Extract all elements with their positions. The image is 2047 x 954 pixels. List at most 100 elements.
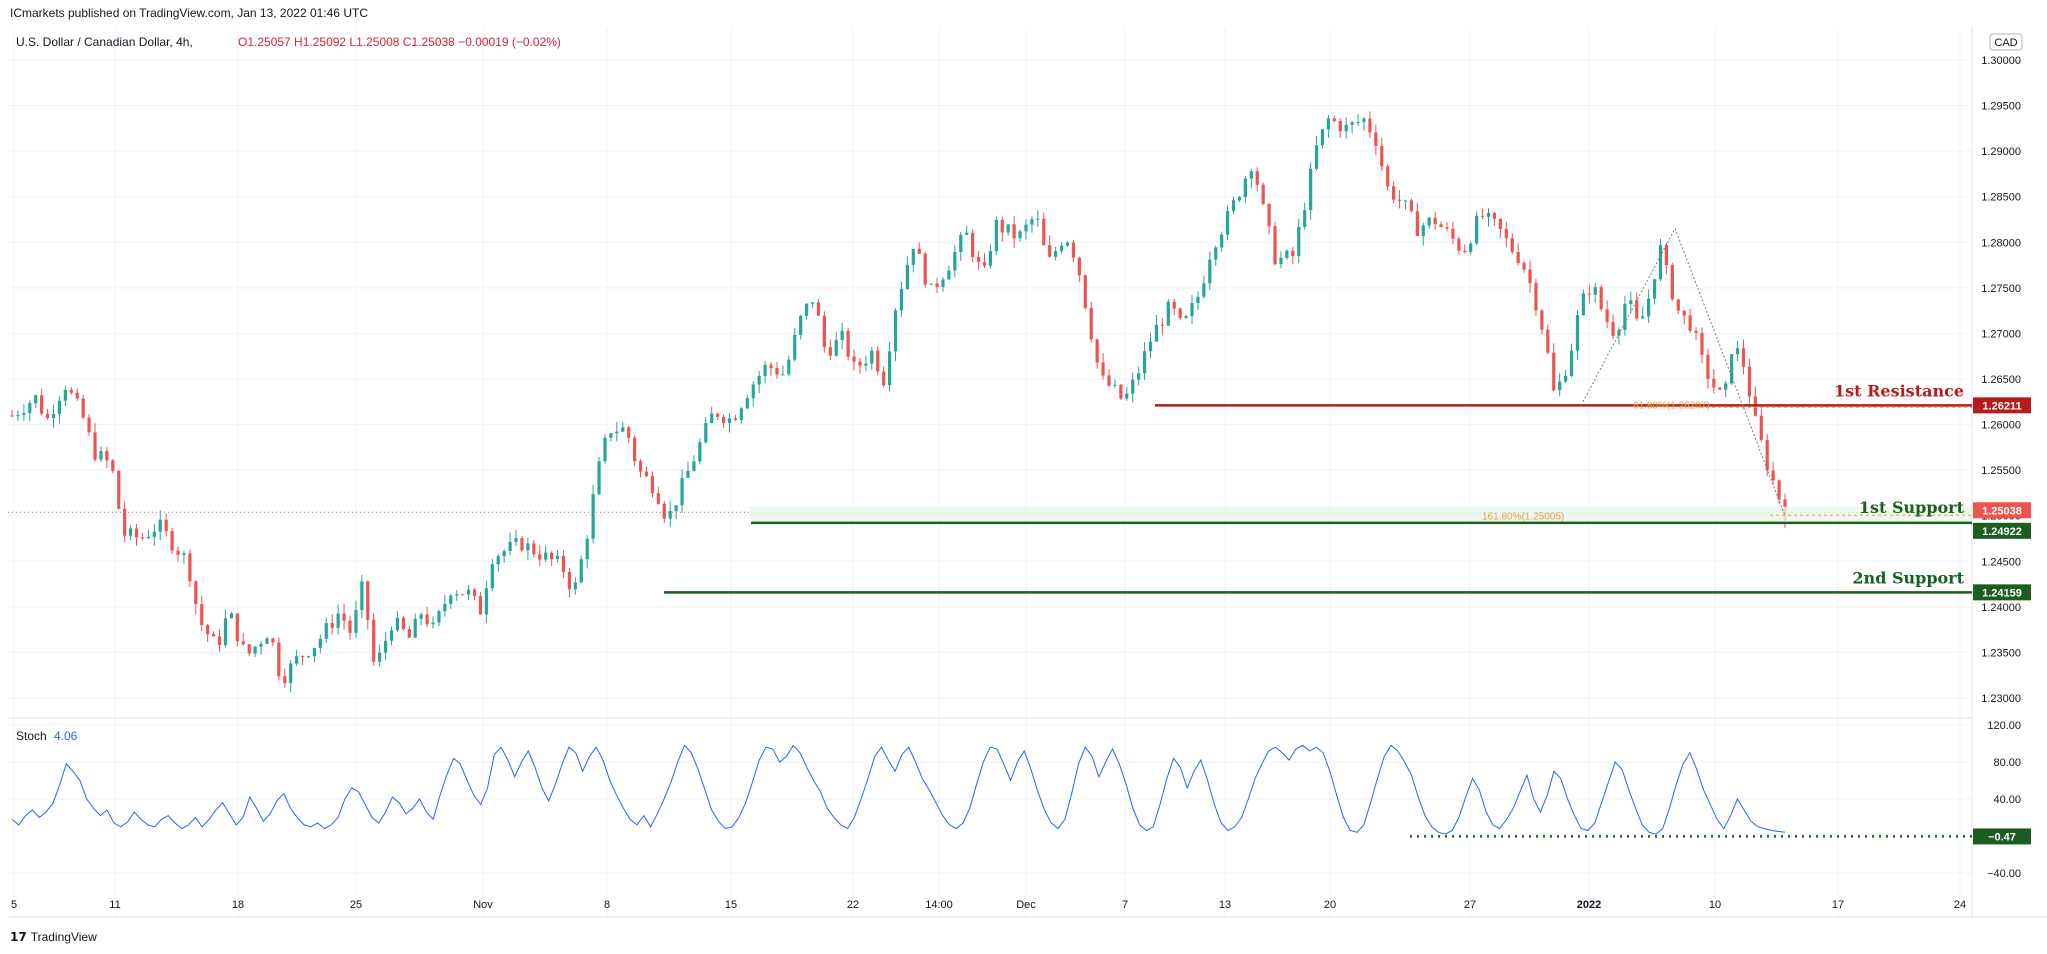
candle-body [449, 595, 453, 604]
candle-body [1706, 354, 1710, 379]
candle-body [490, 564, 494, 589]
candle [1730, 353, 1734, 386]
candle-body [1712, 378, 1716, 388]
candle-body [34, 395, 38, 404]
candle-body [1077, 257, 1081, 276]
candle-body [561, 555, 566, 572]
support-1-tag: 1.24922 [1982, 526, 2022, 538]
candle-body [953, 252, 957, 271]
candle [105, 447, 109, 468]
candle-body [781, 374, 785, 376]
candle [1350, 120, 1354, 134]
time-tick-label: 14:00 [925, 899, 953, 911]
candle-body [858, 361, 862, 366]
candle-body [929, 283, 933, 285]
candle [330, 614, 334, 635]
candle-body [1243, 178, 1247, 197]
candle-body [1142, 351, 1147, 374]
candle [1362, 116, 1366, 131]
candle [1427, 216, 1431, 229]
candle-body [668, 510, 672, 519]
time-axis[interactable]: 5 11 18 25 Nov 8 15 22 14:00 Dec 7 13 20 27 2022 10 17 24 [11, 899, 1966, 911]
chart-overlays: 61.80%(1.26207) 161.80%(1.25005) 1st Resis… [8, 228, 1972, 594]
price-tick-label: 1.26500 [1981, 374, 2021, 386]
price-tick-label: 1.28000 [1981, 237, 2021, 249]
resistance-tag: 1.26211 [1982, 400, 2021, 412]
candle [757, 370, 761, 394]
candle [354, 600, 358, 639]
candle-body [1593, 287, 1597, 295]
candle [1196, 291, 1200, 310]
fib-trend-line [1582, 228, 1676, 403]
candle [953, 244, 957, 278]
symbol-title[interactable]: U.S. Dollar / Canadian Dollar, 4h, [16, 35, 193, 49]
candle-body [585, 538, 589, 560]
candle [745, 394, 749, 410]
candle [1326, 114, 1331, 138]
candle-body [1771, 470, 1775, 481]
time-tick-label: 15 [725, 899, 737, 911]
time-tick-label: 25 [350, 899, 362, 911]
candle [1386, 163, 1390, 191]
candle [1694, 327, 1698, 341]
candle-body [425, 614, 429, 625]
candle [472, 588, 477, 601]
candle [870, 347, 874, 370]
candle-body [140, 537, 145, 539]
candle [1190, 294, 1194, 325]
candle [834, 332, 838, 357]
currency-badge [1989, 33, 2023, 51]
candle-body [1386, 166, 1390, 187]
candle [941, 276, 945, 292]
stoch-tick-label: 80.00 [1993, 757, 2021, 769]
candle [93, 423, 97, 463]
candle [1575, 310, 1580, 361]
candle-body [188, 553, 192, 582]
candle-body [591, 494, 595, 539]
candle-body [840, 330, 844, 340]
candle [212, 631, 216, 637]
candle-body [360, 581, 364, 611]
candle-body [1658, 245, 1663, 280]
candle-body [1392, 186, 1396, 200]
candle [128, 525, 133, 541]
candle-body [1166, 301, 1170, 326]
candle [1178, 307, 1182, 320]
ohlc-values: O1.25057 H1.25092 L1.25008 C1.25038 −0.0… [238, 35, 561, 49]
time-tick-label: Nov [473, 899, 493, 911]
candle-body [621, 427, 625, 432]
stoch-tick-label: −40.00 [1987, 868, 2021, 880]
candle [1741, 339, 1746, 375]
candle [312, 647, 317, 663]
candle [1563, 369, 1568, 383]
candle-body [1303, 210, 1307, 227]
candle [793, 328, 797, 362]
resistance-label: 1st Resistance [1834, 381, 1964, 400]
stoch-title[interactable]: Stoch [16, 729, 47, 743]
candle-body [870, 350, 874, 364]
grid [8, 28, 1972, 917]
candle [526, 537, 530, 561]
candle-body [419, 614, 423, 619]
time-tick-label: 8 [604, 899, 610, 911]
price-axis[interactable]: 1.30000 1.29500 1.29000 1.28500 1.28000 1.275… [1973, 33, 2031, 880]
fib-trend-line [1674, 228, 1786, 516]
candle [87, 414, 91, 436]
price-tick-label: 1.24000 [1981, 602, 2021, 614]
stoch-line [11, 744, 1786, 835]
tradingview-logo[interactable]: 𝟭𝟳 TradingView [10, 930, 97, 944]
candle-body [804, 303, 809, 316]
candle [947, 265, 951, 280]
fib-161-label: 161.80%(1.25005) [1482, 511, 1564, 522]
candle-body [1214, 247, 1218, 260]
candle [111, 458, 115, 474]
candle-body [146, 536, 150, 538]
candle [1498, 218, 1502, 238]
candle [1101, 352, 1105, 380]
candle-body [508, 541, 512, 552]
candle [1267, 203, 1271, 235]
candle-body [431, 622, 435, 625]
candle-body [81, 398, 85, 418]
candle-body [1759, 415, 1763, 441]
